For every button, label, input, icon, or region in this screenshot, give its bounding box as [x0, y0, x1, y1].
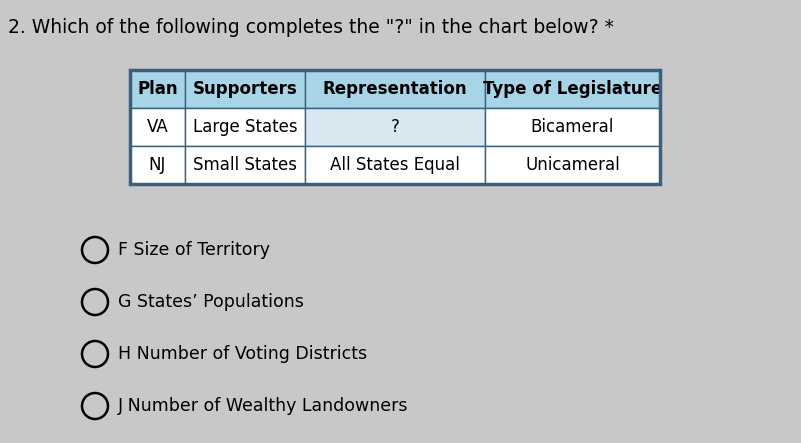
Bar — [305, 146, 485, 184]
Text: Supporters: Supporters — [192, 80, 297, 98]
Text: H Number of Voting Districts: H Number of Voting Districts — [118, 345, 367, 363]
Bar — [185, 146, 305, 184]
Text: Unicameral: Unicameral — [525, 156, 620, 174]
Text: J Number of Wealthy Landowners: J Number of Wealthy Landowners — [118, 397, 409, 415]
Text: Large States: Large States — [193, 118, 297, 136]
Bar — [485, 108, 660, 146]
Bar — [185, 108, 305, 146]
Text: F Size of Territory: F Size of Territory — [118, 241, 270, 259]
Bar — [130, 70, 185, 108]
Text: VA: VA — [147, 118, 168, 136]
Text: Bicameral: Bicameral — [531, 118, 614, 136]
Bar — [185, 70, 305, 108]
Text: Representation: Representation — [323, 80, 467, 98]
Bar — [305, 108, 485, 146]
Bar — [130, 70, 660, 184]
Text: G States’ Populations: G States’ Populations — [118, 293, 304, 311]
Bar — [485, 70, 660, 108]
Bar — [485, 146, 660, 184]
Text: Type of Legislature: Type of Legislature — [483, 80, 662, 98]
Bar — [130, 146, 185, 184]
Text: NJ: NJ — [149, 156, 166, 174]
Text: Small States: Small States — [193, 156, 297, 174]
Bar — [130, 108, 185, 146]
Text: Plan: Plan — [137, 80, 178, 98]
Text: 2. Which of the following completes the "?" in the chart below? *: 2. Which of the following completes the … — [8, 18, 614, 37]
Text: ?: ? — [391, 118, 400, 136]
Bar — [305, 70, 485, 108]
Text: All States Equal: All States Equal — [330, 156, 460, 174]
